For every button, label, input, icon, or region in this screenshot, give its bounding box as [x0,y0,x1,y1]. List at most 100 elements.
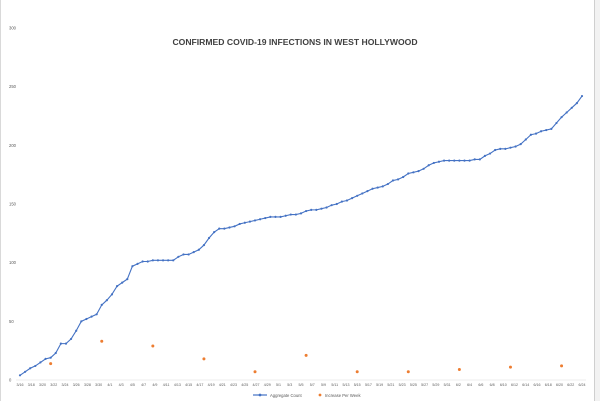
aggregate-count-point [54,351,57,355]
x-tick-label: 6/16 [534,383,541,387]
y-tick-label: 300 [9,26,17,31]
x-tick-label: 5/23 [399,383,406,387]
increase-per-week-point [457,367,461,371]
aggregate-count-point [381,185,384,188]
aggregate-count-point [294,213,297,216]
x-tick-label: 3/22 [50,383,57,387]
aggregate-count-point [402,175,405,179]
aggregate-count-point [192,251,195,254]
aggregate-count-point [110,293,114,296]
aggregate-count-point [432,161,435,165]
x-tick-label: 4/1 [107,383,112,387]
increase-per-week-point [151,344,155,348]
aggregate-count-point [448,159,451,162]
x-tick-label: 5/13 [342,383,349,387]
x-tick-label: 4/5 [130,383,135,387]
aggregate-count-point [95,313,98,316]
aggregate-count-point [391,179,395,182]
aggregate-count-point [49,356,52,359]
y-tick-label: 200 [9,143,17,148]
aggregate-count-point [494,148,497,152]
x-tick-label: 5/11 [331,383,338,387]
y-tick-label: 150 [9,202,17,207]
y-tick-label: 0 [9,378,12,383]
aggregate-count-point [238,222,241,226]
aggregate-count-point [284,214,287,217]
aggregate-count-point [39,361,42,364]
x-tick-label: 4/15 [185,383,192,387]
aggregate-count-point [575,101,578,105]
x-tick-label: 4/27 [253,383,260,387]
legend-label-increase: Increase Per Week [325,393,361,398]
increase-per-week-point [508,365,512,369]
aggregate-count-point [207,236,211,240]
chart-title: CONFIRMED COVID-19 INFECTIONS IN WEST HO… [172,37,417,47]
x-tick-label: 5/21 [387,383,394,387]
aggregate-count-point [187,253,190,256]
aggregate-count-point [514,145,517,148]
aggregate-count-point [253,219,257,222]
increase-per-week-series [49,339,564,374]
x-tick-label: 5/1 [276,383,281,387]
aggregate-count-point [24,370,27,373]
aggregate-count-point [34,364,37,368]
x-tick-label: 6/8 [490,383,495,387]
aggregate-count-point [151,259,154,262]
x-tick-label: 3/28 [84,383,91,387]
aggregate-count-point [529,133,533,136]
aggregate-count-point [376,186,379,189]
sheet-scrollbar[interactable] [594,0,600,401]
aggregate-count-point [310,208,313,211]
x-tick-label: 4/19 [208,383,215,387]
increase-per-week-point [100,339,104,343]
aggregate-count-point [299,212,303,215]
aggregate-count-point [335,202,338,206]
aggregate-count-point [146,260,149,263]
aggregate-count-point [366,189,369,193]
aggregate-count-point [550,127,553,131]
aggregate-count-point [161,259,165,262]
x-tick-label: 4/21 [219,383,226,387]
aggregate-count-point [279,215,282,219]
x-tick-label: 4/7 [141,383,146,387]
x-tick-label: 4/23 [230,383,237,387]
aggregate-count-point [396,178,400,181]
aggregate-count-point [259,218,262,221]
x-tick-label: 4/17 [196,383,203,387]
aggregate-count-point [141,260,144,263]
x-tick-label: 6/2 [456,383,461,387]
aggregate-count-point [458,159,461,162]
x-tick-label: 6/18 [545,383,552,387]
x-tick-label: 5/5 [299,383,304,387]
aggregate-count-point [167,259,170,262]
increase-per-week-point [202,357,206,361]
aggregate-count-point [565,111,568,114]
x-tick-label: 6/24 [579,383,586,387]
aggregate-count-point [264,216,267,220]
y-tick-label: 250 [9,84,17,89]
x-tick-label: 3/30 [95,383,102,387]
increase-per-week-point [355,370,359,374]
aggregate-count-point [274,215,277,219]
aggregate-count-point [269,215,272,219]
aggregate-count-point [18,374,22,377]
aggregate-count-line [19,95,583,376]
x-tick-label: 6/6 [478,383,483,387]
aggregate-count-point [540,130,543,133]
aggregate-count-point [422,167,425,170]
aggregate-count-point [29,367,32,370]
x-tick-label: 4/29 [264,383,271,387]
aggregate-count-point [478,158,481,161]
aggregate-count-point [350,197,354,200]
aggregate-count-point [64,342,68,345]
aggregate-count-point [545,128,548,132]
aggregate-count-point [172,259,175,262]
aggregate-count-point [90,315,93,318]
x-tick-label: 5/9 [321,383,326,387]
aggregate-count-point [182,253,185,256]
aggregate-count-point [412,171,415,174]
increase-per-week-point [253,370,257,374]
aggregate-count-point [315,208,318,211]
aggregate-count-point [345,199,349,202]
